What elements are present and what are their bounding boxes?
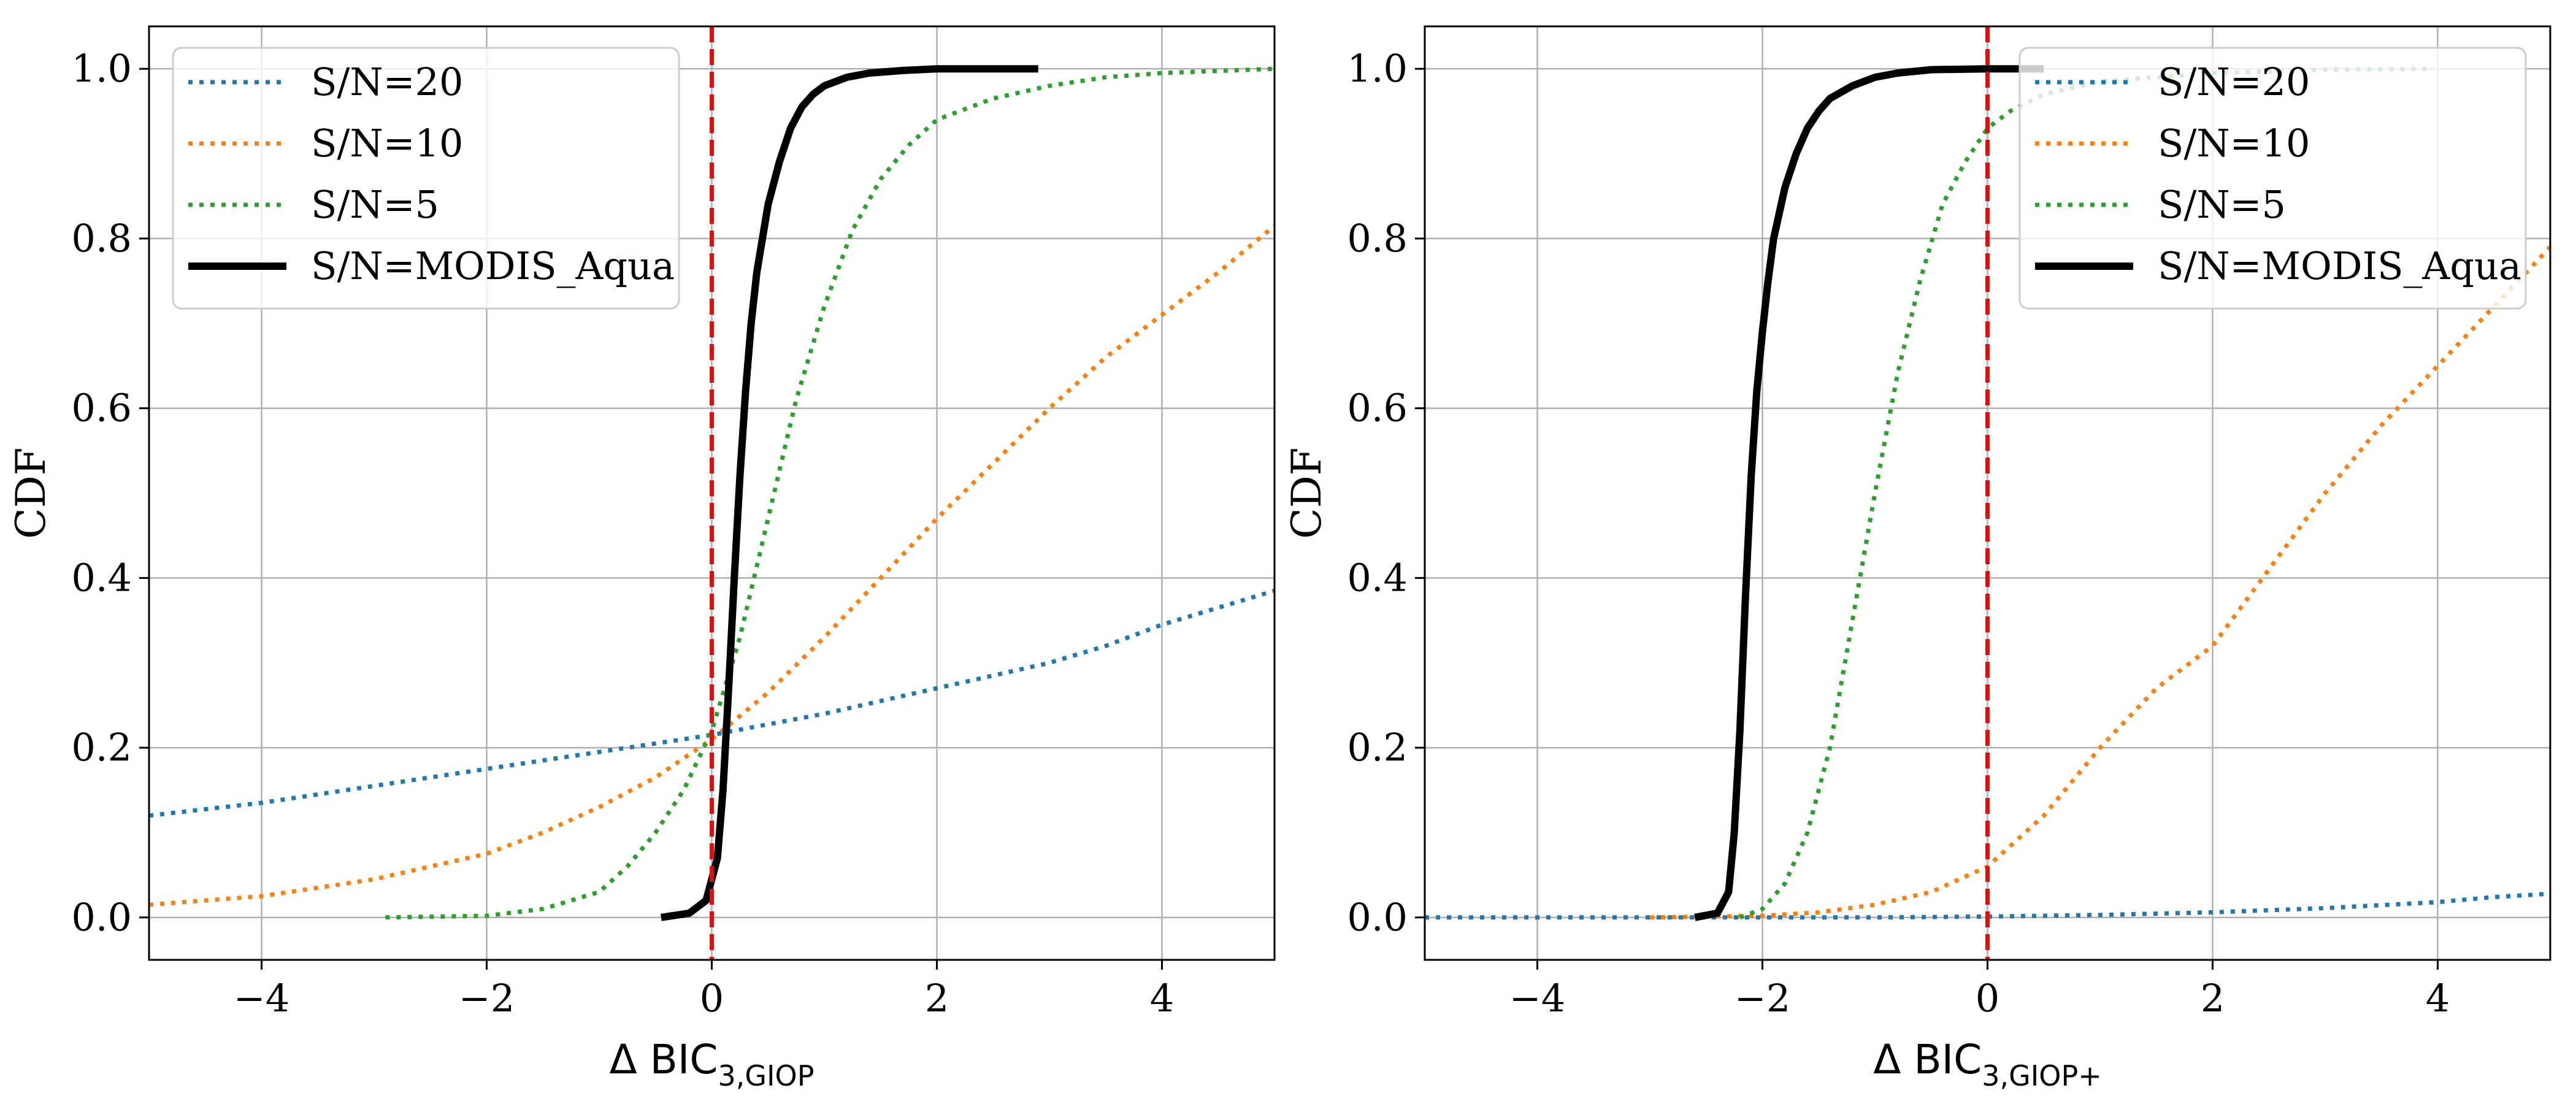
legend-box <box>2018 47 2527 310</box>
series-line-0 <box>1425 891 2550 920</box>
series-line-1 <box>149 224 1275 907</box>
legend-box <box>172 47 680 310</box>
series-line-3 <box>661 65 1038 921</box>
series-group <box>149 65 1275 921</box>
y-tick-label: 0.2 <box>1347 725 1408 770</box>
y-tick-label: 0.8 <box>71 216 132 261</box>
legend-label-1: S/N=10 <box>2158 121 2310 166</box>
legend-label-0: S/N=20 <box>2158 59 2310 104</box>
legend-label-3: S/N=MODIS_Aqua <box>311 243 675 288</box>
x-tick-label: 4 <box>1150 976 1174 1021</box>
y-tick-label: 0.2 <box>71 725 132 770</box>
y-axis-label: CDF <box>1283 447 1330 539</box>
x-tick-label: −2 <box>1735 976 1790 1021</box>
y-tick-label: 1.0 <box>1347 46 1408 91</box>
legend-label-3: S/N=MODIS_Aqua <box>2158 243 2521 288</box>
legend: S/N=20 S/N=10 S/N=5 S/N=MODIS_Aqua <box>172 47 680 310</box>
y-tick-label: 0.0 <box>1347 895 1408 940</box>
x-tick-label: −2 <box>459 976 515 1021</box>
chart-panel-right: −4 −2 0 2 4 0.0 0.2 0.4 0.6 0.8 1.0 CDF Δ BIC3,GIOP+… <box>1283 25 2551 1092</box>
x-tick-label: −4 <box>1509 976 1565 1021</box>
y-axis-label: CDF <box>7 447 55 539</box>
series-group <box>1425 65 2550 921</box>
x-tick-label: −4 <box>234 976 289 1021</box>
x-axis-label: Δ BIC3,GIOP <box>609 1036 814 1092</box>
y-tick-label: 0.0 <box>71 895 132 940</box>
legend-label-2: S/N=5 <box>311 182 439 227</box>
x-tick-label: 2 <box>2201 976 2225 1021</box>
y-tick-label: 0.6 <box>71 386 132 431</box>
y-tick-label: 1.0 <box>71 46 132 91</box>
x-tick-label: 0 <box>700 976 724 1021</box>
legend-label-1: S/N=10 <box>311 121 463 166</box>
legend-label-0: S/N=20 <box>311 59 463 104</box>
series-line-3 <box>1694 65 2044 921</box>
y-tick-label: 0.6 <box>1347 386 1408 431</box>
x-tick-label: 2 <box>925 976 949 1021</box>
series-line-1 <box>1649 245 2550 920</box>
series-line-0 <box>149 588 1275 818</box>
x-tick-label: 0 <box>1976 976 1999 1021</box>
y-tick-label: 0.4 <box>71 555 132 600</box>
legend-label-2: S/N=5 <box>2158 182 2286 227</box>
legend: S/N=20 S/N=10 S/N=5 S/N=MODIS_Aqua <box>2018 47 2527 310</box>
y-tick-label: 0.4 <box>1347 555 1408 600</box>
chart-panel-left: −4 −2 0 2 4 0.0 0.2 0.4 0.6 0.8 1.0 CDF Δ BIC3,GIOP S… <box>7 25 1276 1092</box>
x-tick-label: 4 <box>2426 976 2450 1021</box>
y-tick-label: 0.8 <box>1347 216 1408 261</box>
x-axis-label: Δ BIC3,GIOP+ <box>1873 1036 2102 1092</box>
